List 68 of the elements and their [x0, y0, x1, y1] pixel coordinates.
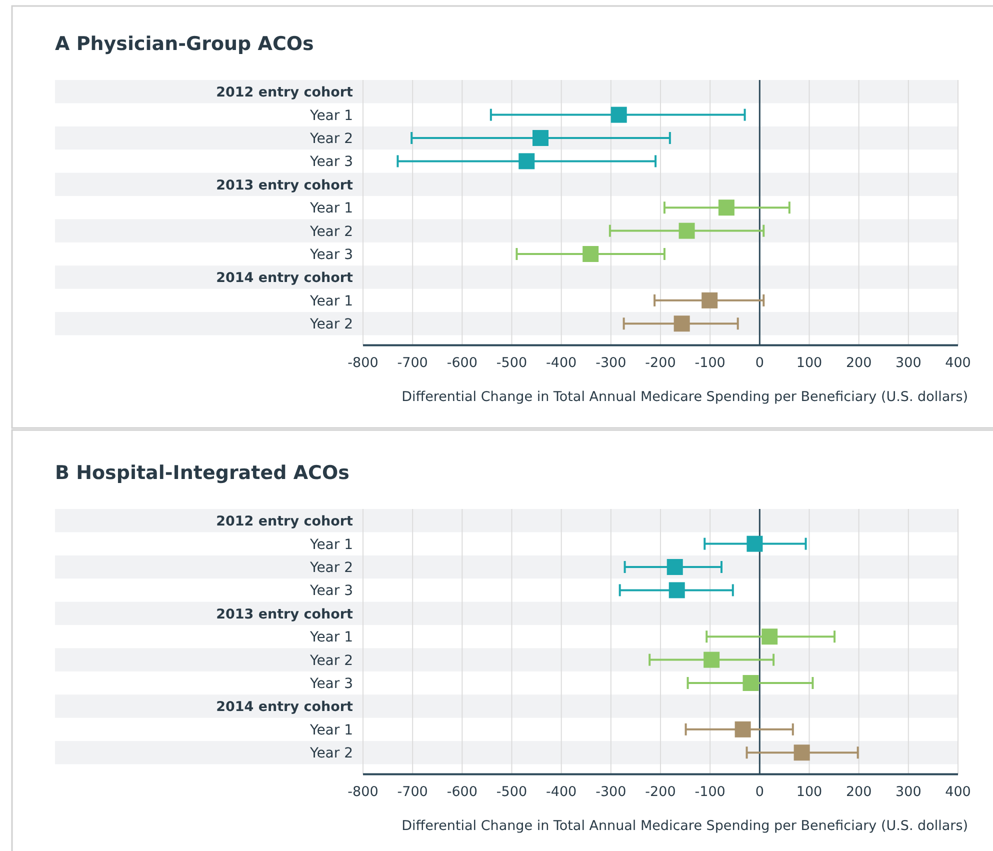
text: B Hospital-Integrated ACOs	[55, 462, 350, 484]
point	[668, 582, 685, 598]
point	[678, 222, 695, 239]
x-tick-label: 0	[755, 355, 764, 372]
point	[734, 721, 751, 738]
point	[666, 559, 683, 575]
point	[718, 200, 734, 216]
point	[702, 292, 718, 308]
point	[746, 536, 763, 552]
y-tick-label: Year 3	[309, 247, 353, 263]
y-tick-label: Year 1	[309, 108, 353, 124]
point	[762, 628, 778, 645]
y-tick-label: 2013 entry cohort	[216, 606, 354, 622]
y-tick-label: Year 1	[309, 536, 353, 553]
point	[532, 130, 549, 146]
x-tick-label: 400	[945, 355, 971, 372]
x-axis-title: Differential Change in Total Annual Medicare Spending per Beneficiary (U.S. dollars)	[402, 818, 968, 834]
x-tick-label: 200	[846, 784, 872, 800]
x-tick-label: -500	[496, 355, 528, 372]
y-tick-label: Year 3	[309, 154, 353, 170]
x-tick-label: -100	[694, 355, 726, 372]
y-tick-label: Year 3	[309, 583, 353, 600]
x-axis-title: Differential Change in Total Annual Medicare Spending per Beneficiary (U.S. dollars)	[402, 389, 968, 406]
x-tick-label: -700	[397, 355, 428, 372]
x-tick-label: -300	[596, 355, 626, 372]
y-tick-label: Year 1	[309, 630, 353, 646]
point	[794, 744, 810, 761]
x-tick-label: -200	[645, 784, 676, 800]
x-tick-label: -700	[397, 784, 428, 800]
y-tick-label: Year 2	[309, 224, 353, 240]
y-tick-label: Year 2	[309, 316, 353, 333]
x-tick-label: -300	[596, 784, 626, 800]
x-tick-label: -600	[446, 784, 478, 800]
x-tick-label: 400	[945, 784, 971, 800]
x-tick-label: -400	[546, 355, 577, 372]
x-tick-label: 200	[846, 355, 872, 372]
y-tick-label: 2014 entry cohort	[216, 699, 354, 716]
point	[610, 106, 627, 123]
y-tick-label: 2012 entry cohort	[216, 514, 354, 530]
point	[674, 316, 690, 332]
x-tick-label: 300	[896, 355, 922, 372]
x-tick-label: -800	[348, 355, 378, 372]
x-tick-label: -800	[348, 784, 378, 800]
x-tick-label: -500	[496, 784, 528, 800]
point	[582, 246, 599, 262]
x-tick-label: 100	[796, 784, 822, 800]
x-tick-label: 0	[755, 784, 764, 800]
y-tick-label: 2012 entry cohort	[216, 84, 354, 101]
y-tick-label: Year 1	[309, 293, 353, 310]
y-tick-label: Year 1	[309, 722, 353, 738]
y-tick-label: Year 2	[309, 131, 353, 147]
y-tick-label: Year 2	[309, 746, 353, 762]
x-tick-label: -600	[446, 355, 478, 372]
y-tick-label: 2013 entry cohort	[216, 177, 354, 194]
point	[518, 153, 535, 170]
y-tick-label: Year 3	[309, 676, 353, 692]
x-tick-label: -400	[546, 784, 577, 800]
x-tick-label: -100	[694, 784, 726, 800]
y-tick-label: Year 1	[309, 200, 353, 217]
point	[742, 675, 759, 691]
point	[704, 652, 720, 668]
text: A Physician-Group ACOs	[55, 33, 314, 55]
y-tick-label: 2014 entry cohort	[216, 270, 354, 286]
y-tick-label: Year 2	[309, 560, 353, 576]
x-tick-label: 300	[896, 784, 922, 800]
x-tick-label: 100	[796, 355, 822, 372]
y-tick-label: Year 2	[309, 652, 353, 669]
x-tick-label: -200	[645, 355, 676, 372]
